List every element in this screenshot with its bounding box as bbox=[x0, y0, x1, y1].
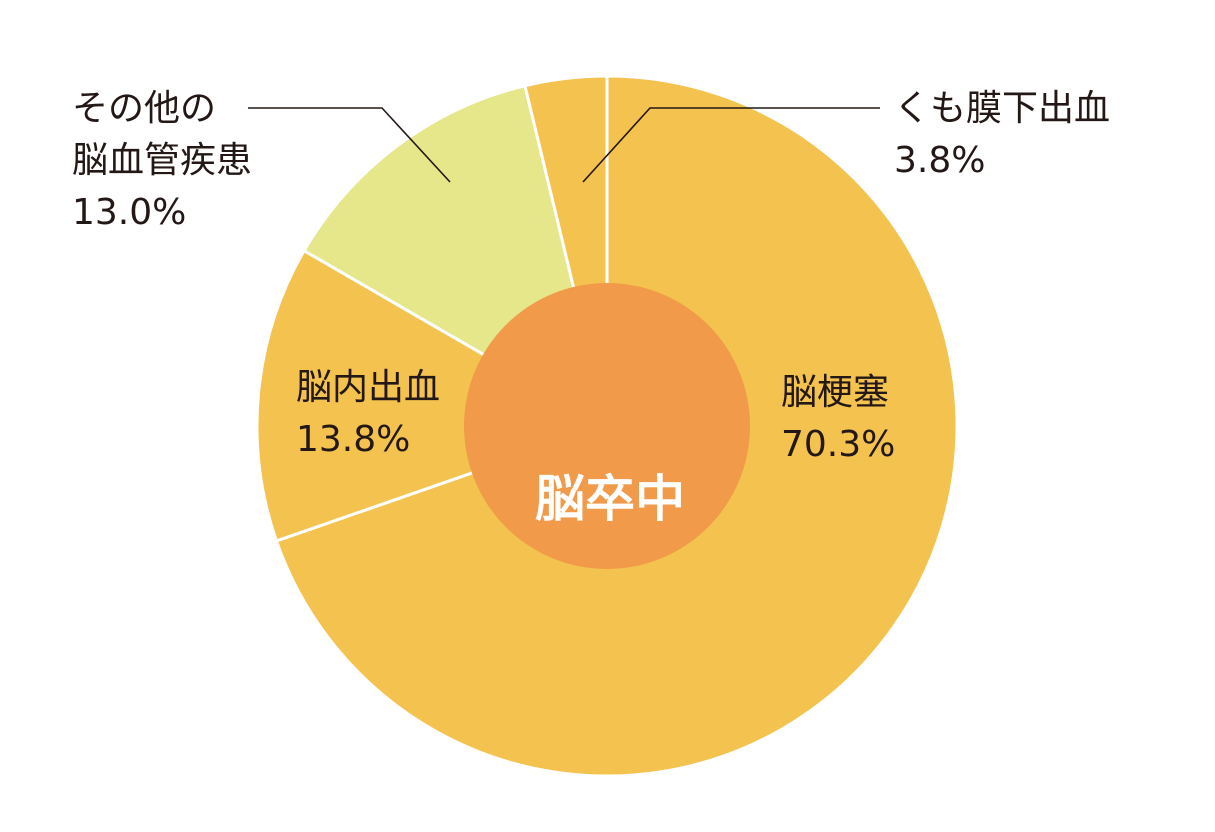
slice-label-intracerebral-hemorrhage: 脳内出血 bbox=[296, 367, 440, 408]
center-label: 脳卒中 bbox=[535, 470, 685, 528]
pie-slice-intracerebral-hemorrhage bbox=[255, 249, 609, 543]
slice-label-subarachnoid-hemorrhage: くも膜下出血 bbox=[894, 88, 1110, 129]
slice-label-cerebral-infarction: 脳梗塞 bbox=[781, 372, 889, 413]
leader-line-other-cerebrovascular bbox=[248, 107, 451, 183]
center-circle bbox=[464, 283, 750, 569]
slice-label-other-cerebrovascular-line2: 脳血管疾患 bbox=[72, 140, 252, 181]
slice-value-cerebral-infarction: 70.3% bbox=[781, 424, 895, 465]
slice-value-subarachnoid-hemorrhage: 3.8% bbox=[894, 140, 985, 181]
slice-value-other-cerebrovascular: 13.0% bbox=[72, 192, 186, 233]
slice-label-other-cerebrovascular-line1: その他の bbox=[72, 88, 216, 129]
slice-value-intracerebral-hemorrhage: 13.8% bbox=[296, 419, 410, 460]
leader-line-subarachnoid-hemorrhage bbox=[582, 107, 880, 183]
